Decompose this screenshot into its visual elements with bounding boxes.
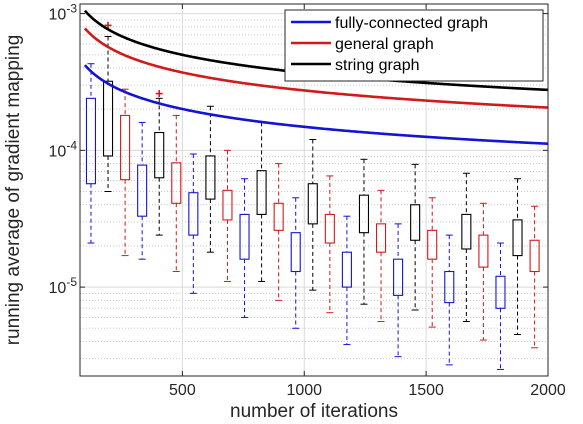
box [102,80,114,157]
y-tick-label: 10-4 [49,138,78,160]
box-plot [239,178,250,318]
box [222,189,233,221]
box-plot [188,153,199,294]
box-plot [290,197,301,329]
box-plot [85,63,97,244]
axis-ticks: 500 1000 1500 2000 10-5 10-4 10-3 [49,2,566,399]
x-tick-label: 1500 [408,382,444,399]
y-tick-label: 10-3 [49,2,78,24]
box [188,192,199,236]
box-plot [529,205,540,349]
box-plot [205,105,216,253]
box [444,270,455,304]
box [273,202,284,231]
box [256,170,267,215]
box [154,131,165,179]
legend-label: string graph [335,57,420,74]
legend: fully-connected graph general graph string… [284,9,544,82]
x-tick-label: 2000 [530,382,566,399]
box [290,232,301,273]
box-plot [358,158,370,305]
box [461,213,472,250]
series-line [83,27,549,109]
box [341,251,352,288]
box-plot [375,189,387,323]
box [85,97,97,185]
box [239,213,250,260]
box [427,229,438,260]
box-plot [478,202,489,341]
box [529,239,540,273]
box-plot [512,178,523,336]
box [307,183,318,225]
box [358,194,370,234]
x-tick-label: 500 [169,382,196,399]
box [512,219,523,257]
box-plot [137,121,148,260]
box [410,204,421,241]
box-plot [307,139,318,291]
plot-frame [79,3,549,377]
box [375,223,387,253]
legend-label: fully-connected graph [335,15,488,32]
box [171,162,182,204]
y-tick-label: 10-5 [49,275,78,297]
box-plot [393,223,404,358]
box-plot [222,149,233,282]
box-plot [444,234,455,366]
box [495,275,506,309]
box-plot [410,163,421,311]
box-plot [341,215,352,346]
box-plot [171,114,182,273]
box-plot [154,97,165,236]
x-axis-label: number of iterations [230,401,398,422]
box-plot [102,35,114,193]
outlier-marker [104,21,112,29]
box [137,164,148,217]
box [393,258,404,296]
box-plot [256,121,267,282]
box-plot [495,242,506,370]
series-line [83,64,549,146]
box [324,213,335,244]
box [120,114,131,181]
box-plot [324,175,335,314]
box-plot [427,197,438,328]
y-axis-label: running average of gradient mapping [3,35,24,346]
box-plot [461,172,472,323]
outlier-marker [155,90,163,98]
legend-label: general graph [335,36,434,53]
box-plot [120,88,131,257]
box-plot [273,163,284,301]
box [478,234,489,268]
box [205,155,216,200]
x-tick-label: 1000 [286,382,322,399]
